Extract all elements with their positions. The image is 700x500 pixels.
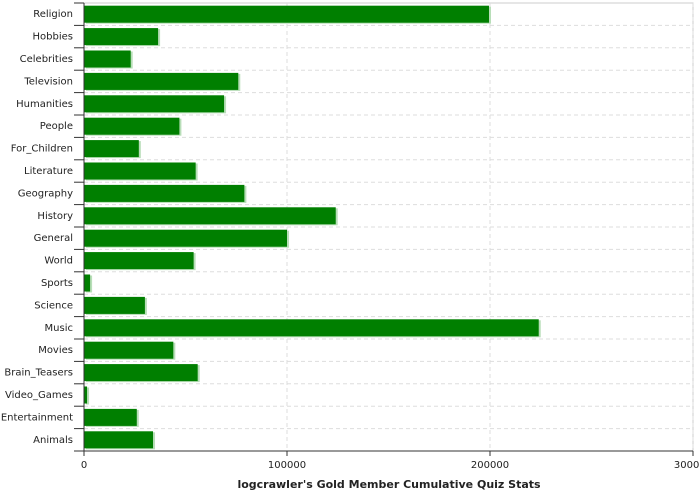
y-tick-label: For_Children: [11, 144, 73, 155]
bar: [84, 117, 180, 135]
bar: [84, 319, 539, 337]
bar: [84, 28, 159, 46]
bar: [84, 274, 91, 292]
x-tick-label: 0: [81, 460, 87, 471]
y-tick-label: Literature: [24, 166, 73, 177]
bar: [84, 140, 139, 158]
y-tick-label: General: [34, 233, 73, 244]
bar: [84, 386, 88, 404]
bar: [84, 341, 174, 359]
y-tick-label: Celebrities: [20, 54, 73, 65]
y-tick-label: Hobbies: [33, 32, 73, 43]
bar: [84, 72, 239, 90]
y-tick-label: World: [44, 256, 73, 267]
y-tick-label: Brain_Teasers: [4, 368, 73, 379]
y-tick-label: People: [40, 121, 73, 132]
bar: [84, 162, 196, 180]
y-tick-label: Entertainment: [1, 412, 73, 423]
y-tick-label: History: [37, 211, 73, 222]
y-tick-label: Humanities: [16, 99, 73, 110]
bar: [84, 50, 131, 68]
y-tick-label: Geography: [18, 188, 73, 199]
y-tick-label: Animals: [33, 435, 73, 446]
bar: [84, 184, 245, 202]
bar: [84, 296, 145, 314]
bar: [84, 364, 198, 382]
bar: [84, 408, 137, 426]
y-tick-label: Video_Games: [5, 390, 73, 401]
bar: [84, 207, 336, 225]
y-tick-label: Movies: [38, 345, 73, 356]
bar: [84, 5, 489, 23]
x-axis-label: logcrawler's Gold Member Cumulative Quiz…: [237, 478, 541, 491]
x-tick-label: 200000: [471, 460, 509, 471]
bar-shadow: [86, 387, 90, 405]
x-tick-label: 300000: [674, 460, 700, 471]
bar: [84, 229, 287, 247]
y-tick-label: Science: [34, 300, 73, 311]
bar: [84, 95, 225, 113]
y-tick-label: Religion: [33, 9, 73, 20]
bar: [84, 252, 194, 270]
y-tick-label: Music: [45, 323, 73, 334]
bar: [84, 431, 154, 449]
y-tick-label: Television: [23, 76, 73, 87]
x-tick-label: 100000: [268, 460, 306, 471]
y-tick-label: Sports: [41, 278, 73, 289]
